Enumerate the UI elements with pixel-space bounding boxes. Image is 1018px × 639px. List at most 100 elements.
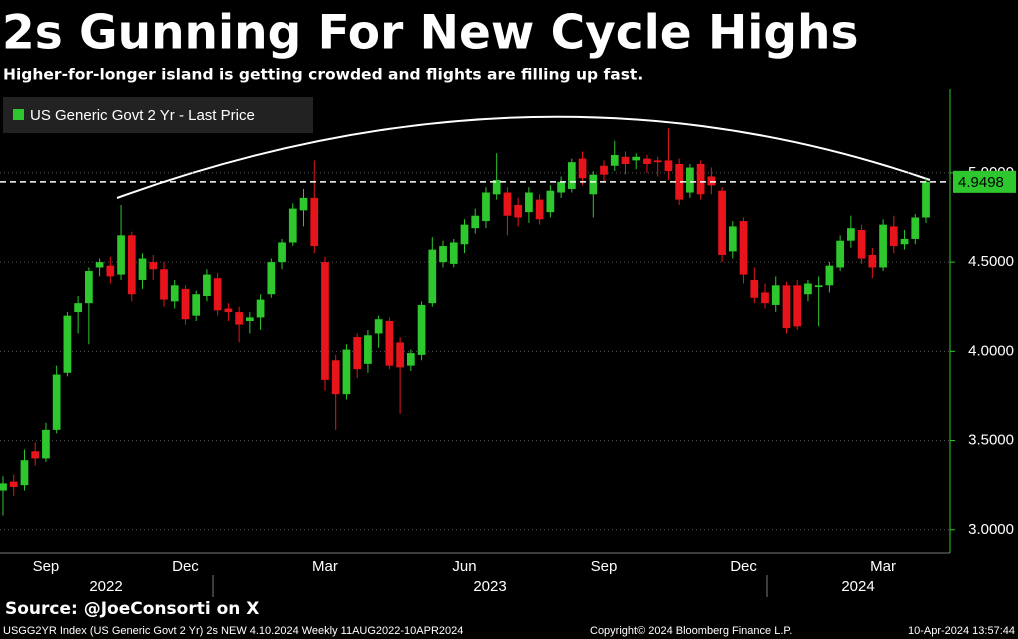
candle-body [138,258,147,280]
candle-body [900,238,909,245]
candle-body [117,235,125,275]
candle-body [321,262,329,380]
candle-body [449,242,458,264]
last-price-label: 4.9498 [958,174,1004,191]
candle-body [353,337,362,370]
candle-body [42,429,50,459]
candle-body [589,174,598,195]
candle-body [922,181,930,218]
x-tick-label: Dec [172,558,199,575]
candle-body [578,158,587,179]
footer-left: USGG2YR Index (US Generic Govt 2 Yr) 2s … [3,625,463,637]
candle-body [868,254,877,268]
candle-body [374,319,383,334]
candle-body [825,265,834,286]
candle-body [170,285,179,302]
year-label: 2022 [89,578,122,595]
candle-body [95,262,104,268]
candle-body [406,353,415,366]
chart-subtitle: Higher-for-longer island is getting crow… [3,66,643,84]
candle-body [31,451,40,459]
candle-body [428,249,437,304]
candle-body [739,221,748,275]
year-label: 2024 [841,578,874,595]
x-tick-label: Dec [730,558,757,575]
candle-body [224,308,233,313]
candle-body [278,242,286,263]
year-label: 2023 [473,578,506,595]
candle-body [127,235,136,295]
candle-body [385,321,394,366]
candle-body [632,156,641,161]
candle-body [535,199,544,220]
candle-body [492,180,501,195]
candle-body [814,285,823,288]
candle-body [245,317,254,321]
candle-body [213,278,222,311]
x-tick-label: Sep [33,558,60,575]
footer-right: 10-Apr-2024 13:57:44 [908,625,1015,637]
candle-body [847,228,855,241]
last-price-box [953,170,1016,193]
candle-body [331,360,340,395]
y-tick-label: 4.0000 [968,342,1014,359]
y-tick-label: 3.5000 [968,432,1014,449]
candle-body [911,217,920,239]
candle-body [771,285,780,305]
candle-body [857,229,866,259]
candle-body [728,226,737,252]
y-tick-label: 3.0000 [968,521,1014,538]
trend-arc [116,115,931,199]
candle-body [718,190,726,255]
candle-body [653,160,662,163]
candle-body [203,274,211,297]
x-tick-label: Jun [452,558,476,575]
candle-body [192,294,201,316]
candle-body [675,163,684,200]
candle-body [288,208,297,243]
y-tick-label: 4.5000 [968,253,1014,270]
candle-body [889,226,898,247]
candle-body [600,165,608,175]
candle-body [310,197,319,247]
candle-body [439,246,447,263]
candle-body [256,299,265,318]
x-tick-label: Sep [591,558,618,575]
candle-body [804,283,812,295]
candle-body [9,481,18,487]
candle-body [20,460,29,486]
legend-box [3,97,313,133]
candle-body [417,304,426,355]
candle-body [106,265,115,277]
candle-body [610,155,619,166]
candle-body [879,224,887,268]
candle-body [181,288,190,320]
candle-body [643,158,651,164]
candle-body [160,269,168,300]
candle-body [664,160,673,172]
candle-body [342,349,351,395]
candle-body [525,192,533,213]
candle-body [52,374,61,430]
candle-body [503,192,512,216]
candle-body [750,279,759,298]
candle-body [836,240,845,268]
candle-body [149,262,158,270]
plot-area: 3.00003.50004.00004.50005.0000SepDecMarJ… [0,128,1016,575]
candle-body [364,335,372,364]
candle-body [557,181,565,193]
candle-body [761,292,769,304]
legend-swatch [13,109,24,120]
candle-body [782,285,791,329]
source: Source: @JoeConsorti on X [5,599,259,619]
candle-body [686,167,694,193]
candle-body [63,315,72,373]
candle-body [514,205,523,218]
candle-body [621,156,630,164]
x-tick-label: Mar [870,558,896,575]
candle-body [482,192,490,222]
candle-body [267,262,276,295]
